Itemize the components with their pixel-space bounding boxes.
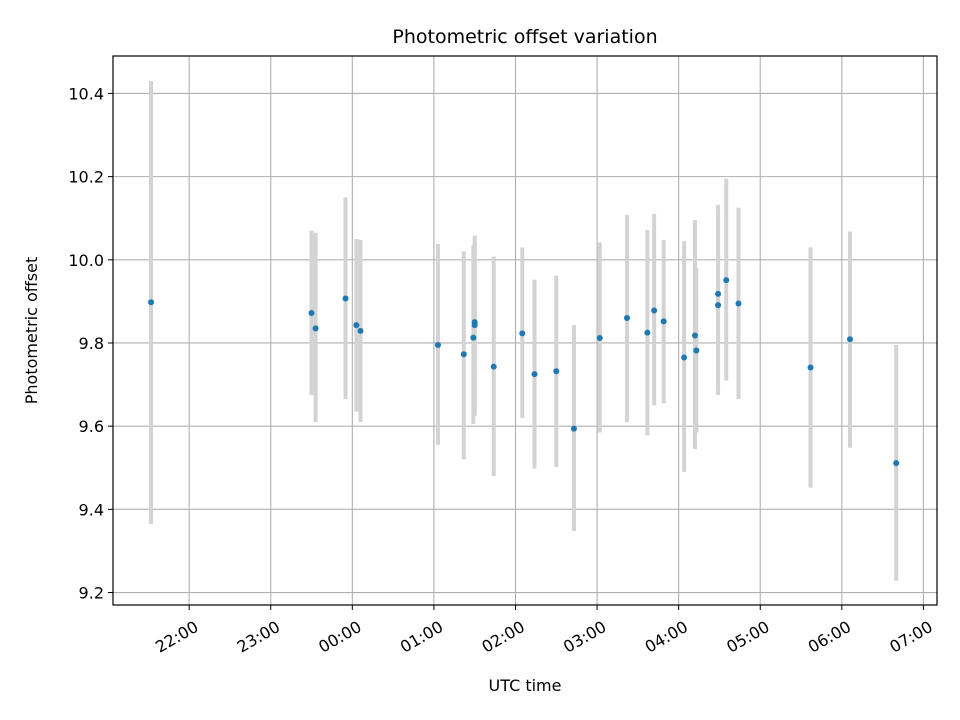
data-point xyxy=(434,342,441,349)
data-point xyxy=(735,300,742,307)
x-tick-label: 07:00 xyxy=(886,617,935,657)
data-point xyxy=(846,336,853,343)
data-point xyxy=(660,318,667,325)
data-point xyxy=(723,277,730,284)
data-point xyxy=(531,371,538,378)
data-point xyxy=(570,425,577,432)
grid-lines xyxy=(113,56,937,605)
data-point xyxy=(460,351,467,358)
y-tick-label: 10.4 xyxy=(68,84,104,103)
y-tick-label: 9.6 xyxy=(79,417,104,436)
x-tick-label: 23:00 xyxy=(234,617,283,657)
y-axis-label: Photometric offset xyxy=(22,257,41,405)
data-point xyxy=(693,347,700,354)
x-axis-label: UTC time xyxy=(489,676,562,695)
y-tick-label: 10.2 xyxy=(68,168,104,187)
x-tick-label: 02:00 xyxy=(478,617,527,657)
y-tick-label: 9.8 xyxy=(79,334,104,353)
data-point xyxy=(807,364,814,371)
data-point xyxy=(681,354,688,361)
data-point xyxy=(148,299,155,306)
data-point xyxy=(519,330,526,337)
data-point xyxy=(357,327,364,334)
data-point xyxy=(715,290,722,297)
data-point xyxy=(353,322,360,329)
data-point xyxy=(893,460,900,467)
data-point xyxy=(308,310,315,317)
x-tick-label: 01:00 xyxy=(397,617,446,657)
x-tick-label: 00:00 xyxy=(315,617,364,657)
x-tick-label: 05:00 xyxy=(723,617,772,657)
data-point xyxy=(691,332,698,339)
data-point xyxy=(553,368,560,375)
x-tick-label: 06:00 xyxy=(805,617,854,657)
y-tick-label: 9.2 xyxy=(79,584,104,603)
data-points xyxy=(148,277,900,467)
x-tick-label: 22:00 xyxy=(152,617,201,657)
data-point xyxy=(715,302,722,309)
chart-title: Photometric offset variation xyxy=(392,26,657,48)
data-point xyxy=(623,315,630,322)
data-point xyxy=(471,322,478,329)
data-point xyxy=(596,334,603,341)
data-point xyxy=(490,363,497,370)
axis-ticks: 22:00 23:00 00:00 01:00 02:00 03:00 04:00 05:00… xyxy=(68,84,935,656)
x-tick-label: 03:00 xyxy=(560,617,609,657)
plot-frame xyxy=(112,55,938,606)
y-tick-label: 10.0 xyxy=(68,251,104,270)
data-point xyxy=(651,307,658,314)
data-point xyxy=(470,334,477,341)
data-point xyxy=(312,325,319,332)
data-point xyxy=(644,329,651,336)
x-tick-label: 04:00 xyxy=(642,617,691,657)
data-point xyxy=(342,295,349,302)
y-tick-label: 9.4 xyxy=(79,500,104,519)
